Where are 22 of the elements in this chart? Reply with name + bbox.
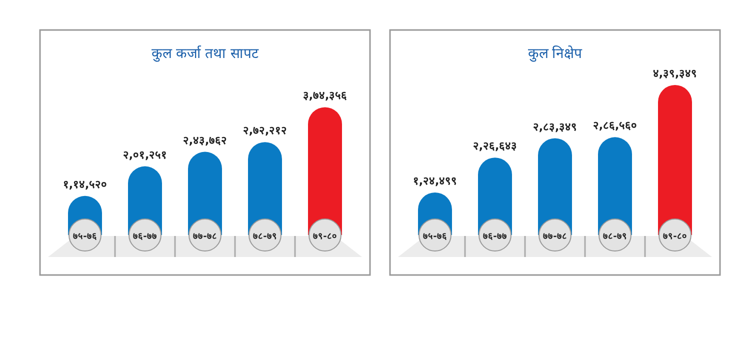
data-label: २,२६,६४३ (472, 140, 518, 153)
x-tick-label: ७८-७९ (253, 232, 277, 242)
x-tick-label: ७८-७९ (603, 232, 627, 242)
x-tick-label: ७७-७८ (543, 232, 567, 242)
x-tick-label: ७६-७७ (133, 232, 157, 242)
data-label: २,८३,३४९ (532, 120, 578, 134)
x-tick-label: ७७-७८ (193, 232, 217, 242)
x-tick-label: ७९-८० (663, 232, 687, 242)
data-label: १,२४,४९९ (412, 174, 458, 188)
chart-title: कुल निक्षेप (528, 45, 584, 62)
chart-title: कुल कर्जा तथा सापट (151, 45, 260, 62)
data-label: २,०१,२५१ (122, 148, 168, 162)
x-tick-label: ७५-७६ (423, 232, 447, 242)
x-tick-label: ७९-८० (313, 232, 337, 242)
x-tick-label: ७६-७७ (483, 232, 507, 242)
x-tick-label: ७५-७६ (73, 232, 97, 242)
data-label: ४,३९,३४९ (652, 67, 698, 80)
data-label: ३,७४,३५६ (302, 89, 348, 102)
data-label: २,४३,७६२ (182, 134, 228, 147)
data-label: २,८६,५६० (592, 119, 638, 132)
data-label: १,१४,५२० (62, 178, 108, 191)
data-label: २,७२,२१२ (242, 124, 288, 138)
